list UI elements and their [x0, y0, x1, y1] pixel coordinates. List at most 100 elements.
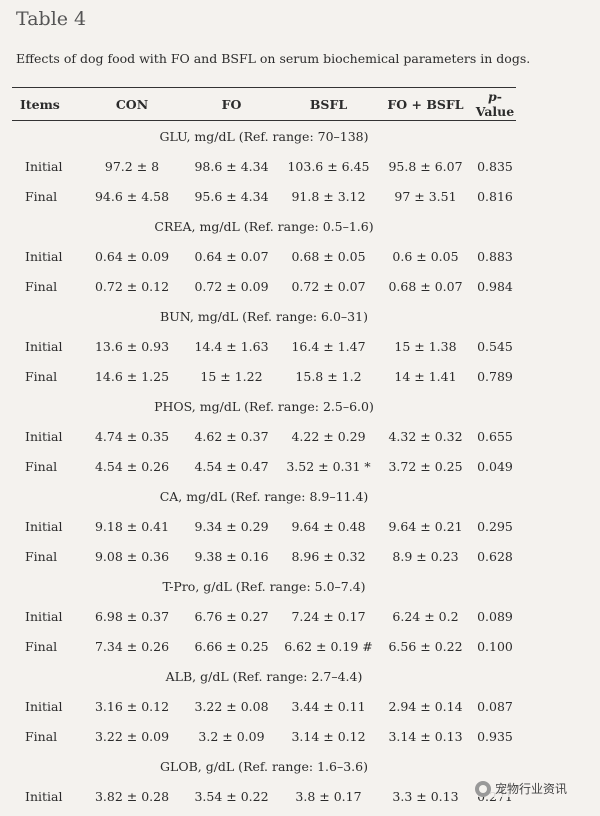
header-bsfl: BSFL: [280, 87, 377, 121]
fo-bsfl-cell: 0.6 ± 0.05: [392, 248, 459, 264]
row-label-cell: Initial: [25, 338, 63, 354]
group-label: PHOS, mg/dL (Ref. range: 2.5–6.0): [154, 398, 374, 414]
row-label-cell: Initial: [25, 518, 63, 534]
bsfl-cell: 103.6 ± 6.45: [287, 158, 370, 174]
header-con: CON: [81, 87, 183, 121]
con-cell: 3.22 ± 0.09: [94, 728, 170, 744]
group-row: T-Pro, g/dL (Ref. range: 5.0–7.4): [12, 571, 516, 601]
table-row: Initial 3.16 ± 0.12 3.22 ± 0.08 3.44 ± 0.11…: [12, 691, 516, 721]
table-row: Initial 6.98 ± 0.37 6.76 ± 0.27 7.24 ± 0.17…: [12, 601, 516, 631]
con-cell: 9.18 ± 0.41: [94, 518, 170, 534]
group-label: GLOB, g/dL (Ref. range: 1.6–3.6): [160, 758, 368, 774]
fo-bsfl-cell: 0.68 ± 0.07: [388, 278, 463, 294]
con-cell: 4.54 ± 0.26: [94, 458, 170, 474]
row-label-cell: Initial: [25, 158, 63, 174]
fo-bsfl-cell: 97 ± 3.51: [394, 188, 457, 204]
row-label-cell: Initial: [25, 608, 63, 624]
group-label: BUN, mg/dL (Ref. range: 6.0–31): [160, 308, 368, 324]
header-row: Items CON FO BSFL FO + BSFL p-Value: [12, 87, 516, 121]
fo-cell: 15 ± 1.22: [200, 368, 263, 384]
group-label: T-Pro, g/dL (Ref. range: 5.0–7.4): [162, 578, 366, 594]
table-row: Initial 97.2 ± 8 98.6 ± 4.34 103.6 ± 6.45 95…: [12, 151, 516, 181]
fo-cell: 98.6 ± 4.34: [194, 158, 269, 174]
fo-cell: 4.54 ± 0.47: [194, 458, 269, 474]
table-body: GLU, mg/dL (Ref. range: 70–138) Initial 97…: [12, 121, 516, 812]
con-cell: 97.2 ± 8: [104, 158, 160, 174]
fo-bsfl-cell: 2.94 ± 0.14: [388, 698, 463, 714]
con-cell: 0.72 ± 0.12: [94, 278, 170, 294]
group-label: ALB, g/dL (Ref. range: 2.7–4.4): [165, 668, 363, 684]
row-label-cell: Final: [25, 188, 58, 204]
bsfl-cell: 3.14 ± 0.12: [291, 728, 366, 744]
row-label-cell: Final: [25, 278, 58, 294]
bsfl-cell: 0.68 ± 0.05: [291, 248, 366, 264]
bsfl-cell: 0.72 ± 0.07: [291, 278, 366, 294]
fo-bsfl-cell: 6.56 ± 0.22: [388, 638, 463, 654]
bsfl-cell: 3.8 ± 0.17: [295, 788, 362, 804]
group-row: CA, mg/dL (Ref. range: 8.9–11.4): [12, 481, 516, 511]
group-row: ALB, g/dL (Ref. range: 2.7–4.4): [12, 661, 516, 691]
watermark: 宠物行业资讯: [473, 780, 570, 797]
fo-cell: 95.6 ± 4.34: [194, 188, 269, 204]
fo-bsfl-cell: 95.8 ± 6.07: [388, 158, 463, 174]
table-row: Final 3.22 ± 0.09 3.2 ± 0.09 3.14 ± 0.12 3.1…: [12, 721, 516, 751]
row-label-cell: Final: [25, 638, 58, 654]
fo-cell: 3.54 ± 0.22: [194, 788, 269, 804]
group-row: CREA, mg/dL (Ref. range: 0.5–1.6): [12, 211, 516, 241]
bsfl-cell: 4.22 ± 0.29: [291, 428, 366, 444]
fo-bsfl-cell: 9.64 ± 0.21: [388, 518, 463, 534]
con-cell: 0.64 ± 0.09: [94, 248, 170, 264]
row-label-cell: Final: [25, 548, 58, 564]
bsfl-cell: 16.4 ± 1.47: [291, 338, 366, 354]
p-value-cell: 0.049: [477, 458, 513, 474]
p-value-cell: 0.984: [477, 278, 513, 294]
header-items: Items: [12, 87, 81, 121]
table-row: Final 4.54 ± 0.26 4.54 ± 0.47 3.52 ± 0.31 *…: [12, 451, 516, 481]
fo-cell: 4.62 ± 0.37: [194, 428, 269, 444]
bsfl-cell: 15.8 ± 1.2: [295, 368, 362, 384]
fo-cell: 14.4 ± 1.63: [194, 338, 269, 354]
fo-bsfl-cell: 14 ± 1.41: [394, 368, 457, 384]
table-row: Initial 3.82 ± 0.28 3.54 ± 0.22 3.8 ± 0.17 3…: [12, 781, 516, 811]
p-value-cell: 0.816: [477, 188, 513, 204]
group-label: CA, mg/dL (Ref. range: 8.9–11.4): [159, 488, 369, 504]
header-p-rest: -Value: [475, 89, 515, 119]
p-value-cell: 0.789: [477, 368, 513, 384]
fo-cell: 6.76 ± 0.27: [194, 608, 269, 624]
group-row: GLOB, g/dL (Ref. range: 1.6–3.6): [12, 751, 516, 781]
bsfl-cell: 7.24 ± 0.17: [291, 608, 366, 624]
row-label-cell: Final: [25, 458, 58, 474]
bsfl-cell: 91.8 ± 3.12: [291, 188, 366, 204]
con-cell: 14.6 ± 1.25: [94, 368, 170, 384]
fo-cell: 3.2 ± 0.09: [198, 728, 265, 744]
fo-bsfl-cell: 3.72 ± 0.25: [388, 458, 463, 474]
bsfl-cell: 9.64 ± 0.48: [291, 518, 366, 534]
header-fo: FO: [183, 87, 280, 121]
group-label: CREA, mg/dL (Ref. range: 0.5–1.6): [154, 218, 374, 234]
con-cell: 3.16 ± 0.12: [94, 698, 170, 714]
fo-bsfl-cell: 8.9 ± 0.23: [392, 548, 459, 564]
row-label-cell: Initial: [25, 428, 63, 444]
fo-bsfl-cell: 6.24 ± 0.2: [392, 608, 459, 624]
table-row: Final 7.34 ± 0.26 6.66 ± 0.25 6.62 ± 0.19 #…: [12, 631, 516, 661]
table-title: Table 4: [16, 8, 87, 30]
wechat-icon: [475, 780, 491, 797]
table-row: Final 9.08 ± 0.36 9.38 ± 0.16 8.96 ± 0.32 8.…: [12, 541, 516, 571]
table-caption: Effects of dog food with FO and BSFL on …: [16, 51, 531, 66]
p-value-cell: 0.628: [477, 548, 513, 564]
bsfl-cell: 3.52 ± 0.31 *: [286, 458, 371, 474]
p-value-cell: 0.545: [477, 338, 513, 354]
watermark-text: 宠物行业资讯: [495, 782, 568, 796]
table-row: Initial 0.64 ± 0.09 0.64 ± 0.07 0.68 ± 0.05…: [12, 241, 516, 271]
fo-bsfl-cell: 15 ± 1.38: [394, 338, 457, 354]
biochem-table: Items CON FO BSFL FO + BSFL p-Value GLU,…: [12, 87, 516, 811]
table-row: Initial 9.18 ± 0.41 9.34 ± 0.29 9.64 ± 0.48…: [12, 511, 516, 541]
p-value-cell: 0.883: [477, 248, 513, 264]
fo-cell: 9.38 ± 0.16: [194, 548, 269, 564]
table-row: Final 94.6 ± 4.58 95.6 ± 4.34 91.8 ± 3.12 97…: [12, 181, 516, 211]
fo-bsfl-cell: 3.3 ± 0.13: [392, 788, 459, 804]
p-value-cell: 0.089: [477, 608, 513, 624]
con-cell: 3.82 ± 0.28: [94, 788, 170, 804]
con-cell: 94.6 ± 4.58: [94, 188, 170, 204]
row-label-cell: Final: [25, 368, 58, 384]
